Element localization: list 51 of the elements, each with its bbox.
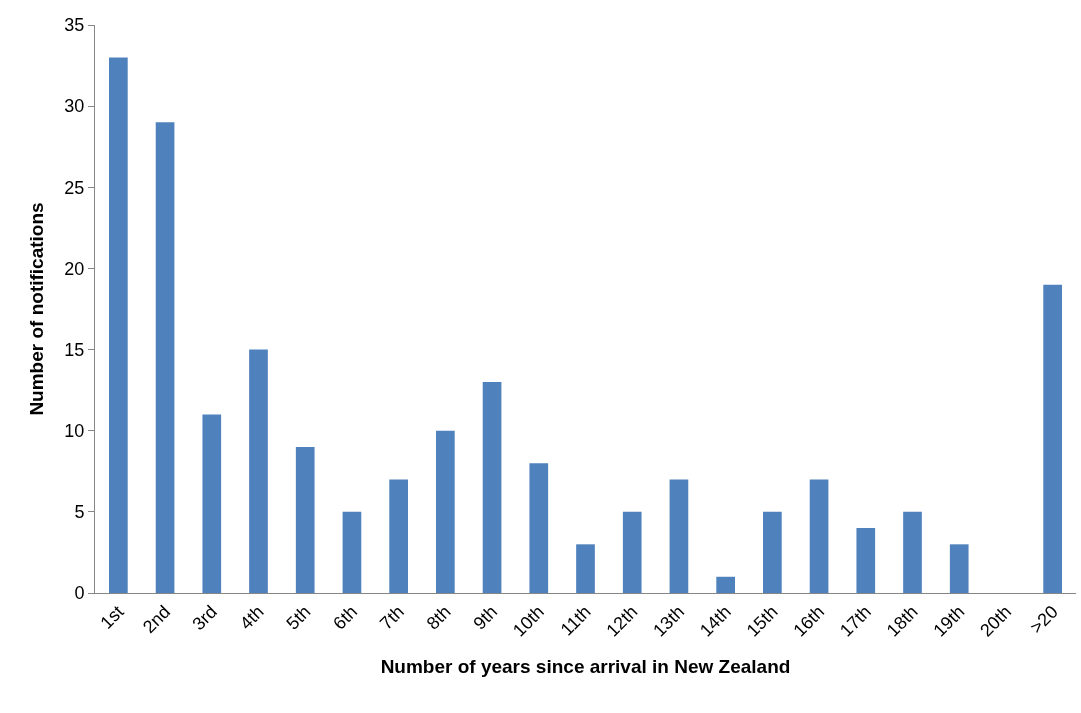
x-tick-label: 9th xyxy=(469,601,502,634)
x-tick-label: 10th xyxy=(509,601,548,641)
bar xyxy=(903,511,922,593)
y-tick-label: 15 xyxy=(64,339,85,360)
bar xyxy=(1043,284,1062,593)
bar xyxy=(482,382,502,593)
x-tick-label: 15th xyxy=(742,601,782,641)
x-tick-label: 20th xyxy=(976,601,1016,641)
y-tick-label: 25 xyxy=(64,177,85,198)
bar xyxy=(436,430,455,593)
bar xyxy=(202,414,222,593)
x-tick-label: 4th xyxy=(235,601,268,634)
x-tick-label: 17th xyxy=(836,601,875,641)
x-tick-label: 19th xyxy=(929,601,969,641)
x-tick-label: 5th xyxy=(282,601,315,634)
y-axis-title: Number of notifications xyxy=(26,202,48,416)
x-tick-label: 2nd xyxy=(138,601,175,638)
bar xyxy=(763,511,782,593)
x-tick-label: 16th xyxy=(789,601,829,641)
bar xyxy=(249,349,268,593)
x-tick-label: 13th xyxy=(649,601,689,641)
bar xyxy=(716,576,735,593)
bar xyxy=(809,479,829,593)
x-tick-label: 18th xyxy=(882,601,922,641)
bar xyxy=(389,479,408,593)
x-axis-title: Number of years since arrival in New Zealand xyxy=(380,656,791,678)
bar xyxy=(949,544,969,593)
bar xyxy=(669,479,689,593)
bar xyxy=(622,511,642,593)
x-tick-label: 12th xyxy=(602,601,642,641)
x-tick-label: >20 xyxy=(1026,601,1062,638)
x-tick-label: 6th xyxy=(329,601,362,634)
bar xyxy=(529,463,549,593)
y-tick-label: 20 xyxy=(64,258,85,279)
bar xyxy=(109,57,128,593)
bar xyxy=(295,446,315,593)
x-tick-label: 3rd xyxy=(188,601,221,635)
x-tick-label: 11th xyxy=(556,601,595,640)
bar xyxy=(155,122,175,593)
x-tick-label: 7th xyxy=(375,601,408,634)
bar xyxy=(856,528,876,593)
bar xyxy=(576,544,595,593)
bar xyxy=(342,511,362,593)
x-tick-label: 1st xyxy=(96,601,128,633)
y-tick-label: 5 xyxy=(74,502,85,523)
y-tick-label: 35 xyxy=(64,15,85,36)
y-tick-label: 30 xyxy=(64,96,85,117)
x-tick-label: 8th xyxy=(422,601,455,634)
y-tick-label: 0 xyxy=(74,583,85,604)
y-tick-label: 10 xyxy=(64,421,85,442)
x-tick-label: 14th xyxy=(695,601,735,641)
